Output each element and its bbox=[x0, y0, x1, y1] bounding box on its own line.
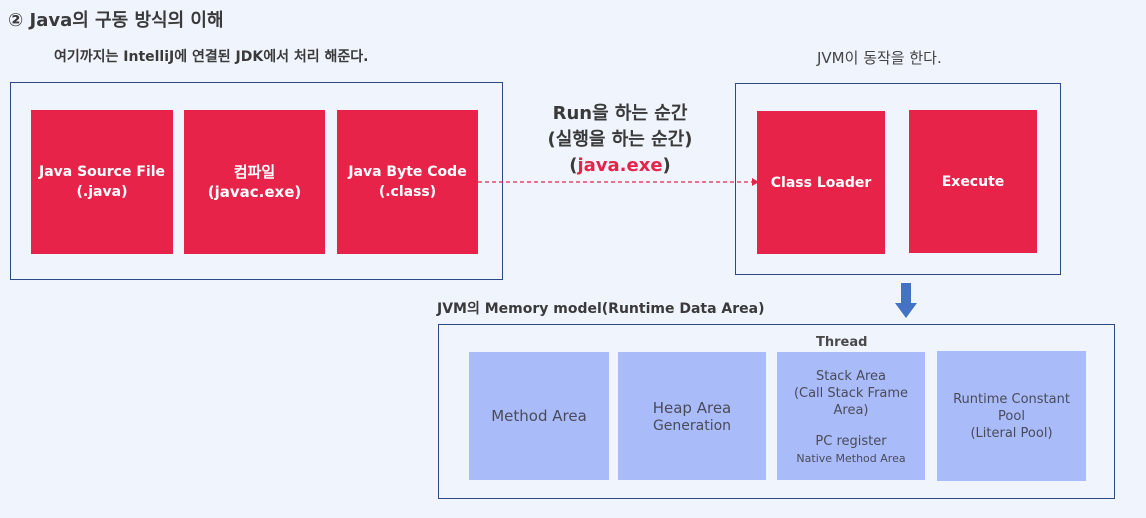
thread-label: Thread bbox=[816, 335, 868, 350]
java-exe-label: java.exe bbox=[577, 155, 663, 176]
box-sublabel: (.java) bbox=[76, 184, 128, 200]
heap-area-box: Heap Area Generation bbox=[618, 352, 766, 480]
paren: ( bbox=[569, 155, 578, 176]
area-label: Stack Area bbox=[815, 369, 887, 384]
java-source-file-box: Java Source File (.java) bbox=[31, 110, 173, 254]
box-sublabel: (javac.exe) bbox=[207, 183, 302, 201]
area-label: Runtime Constant bbox=[953, 392, 1070, 407]
box-label: Java Source File bbox=[39, 164, 165, 180]
area-label: Method Area bbox=[491, 406, 587, 425]
run-label-exe-line: (java.exe) bbox=[520, 153, 720, 179]
compile-box: 컴파일 (javac.exe) bbox=[184, 110, 325, 254]
jvm-note: JVM이 동작을 한다. bbox=[817, 49, 942, 67]
pc-register-label: PC register bbox=[815, 434, 887, 449]
stack-area-box: Stack Area (Call Stack Frame Area) PC re… bbox=[777, 352, 925, 480]
class-loader-box: Class Loader bbox=[757, 111, 885, 254]
area-label: Heap Area bbox=[652, 398, 732, 417]
paren: ) bbox=[662, 155, 671, 176]
box-label: Java Byte Code bbox=[348, 164, 467, 180]
box-label: 컴파일 bbox=[233, 163, 276, 181]
jdk-frame bbox=[10, 82, 503, 280]
jvm-frame bbox=[735, 83, 1061, 275]
memory-model-title: JVM의 Memory model(Runtime Data Area) bbox=[437, 301, 765, 317]
java-byte-code-box: Java Byte Code (.class) bbox=[337, 110, 478, 254]
box-sublabel: (.class) bbox=[378, 184, 437, 200]
area-sublabel: Generation bbox=[652, 417, 732, 434]
runtime-constant-pool-box: Runtime Constant Pool (Literal Pool) bbox=[937, 351, 1086, 481]
run-label: Run을 하는 순간 (실행을 하는 순간) (java.exe) bbox=[520, 101, 720, 179]
page-title: ② Java의 구동 방식의 이해 bbox=[8, 10, 224, 31]
method-area-box: Method Area bbox=[469, 352, 609, 480]
run-label-line2: (실행을 하는 순간) bbox=[547, 129, 693, 150]
native-method-label: Native Method Area bbox=[796, 452, 906, 465]
area-label: (Call Stack Frame bbox=[793, 386, 909, 401]
dashed-arrow bbox=[478, 178, 759, 186]
down-arrow-icon bbox=[895, 283, 917, 318]
memory-frame bbox=[438, 324, 1115, 499]
jdk-note: 여기까지는 IntelliJ에 연결된 JDK에서 처리 해준다. bbox=[54, 49, 369, 65]
area-label: Area) bbox=[833, 403, 869, 418]
area-label: Pool bbox=[998, 409, 1025, 424]
run-label-line1: Run을 하는 순간 bbox=[552, 103, 688, 124]
area-label: (Literal Pool) bbox=[970, 426, 1053, 441]
execute-box: Execute bbox=[909, 110, 1037, 253]
